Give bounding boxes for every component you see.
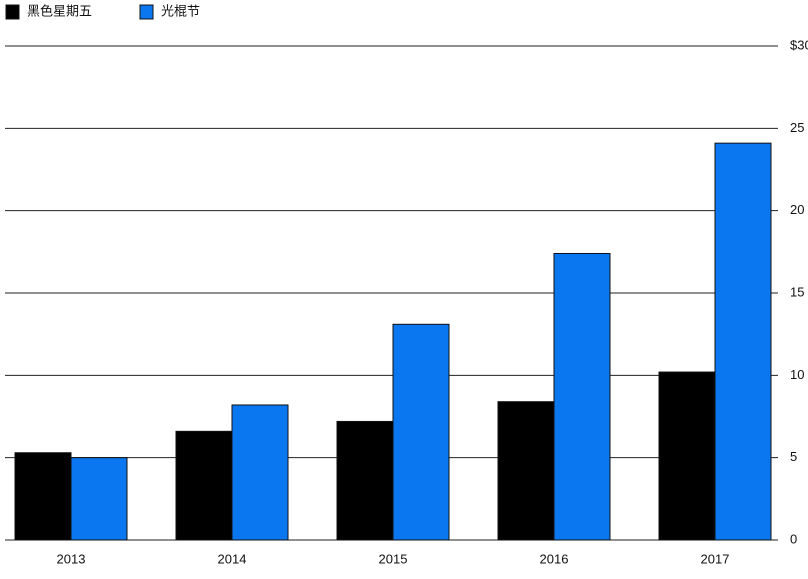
legend-label: 黑色星期五: [27, 3, 92, 18]
legend-label: 光棍节: [161, 3, 200, 18]
y-tick-label: 5: [790, 449, 797, 464]
bar: [658, 371, 716, 541]
bar: [497, 401, 555, 541]
x-tick-label: 2013: [57, 551, 86, 566]
bar: [553, 252, 611, 541]
x-tick-label: 2016: [540, 551, 569, 566]
bar: [14, 452, 72, 541]
y-tick-label: $30: [790, 37, 808, 52]
bar: [70, 457, 128, 541]
bar: [392, 323, 450, 541]
bar: [336, 420, 394, 541]
y-tick-label: 20: [790, 202, 804, 217]
bar: [231, 404, 289, 541]
y-tick-label: 10: [790, 367, 804, 382]
y-tick-label: 25: [790, 120, 804, 135]
x-tick-label: 2017: [701, 551, 730, 566]
y-tick-label: 0: [790, 531, 797, 546]
legend-swatch: [139, 4, 154, 20]
x-tick-label: 2015: [379, 551, 408, 566]
y-tick-label: 15: [790, 284, 804, 299]
bar: [175, 430, 233, 541]
bar: [714, 142, 772, 541]
x-tick-label: 2014: [218, 551, 247, 566]
legend-swatch: [5, 4, 20, 20]
